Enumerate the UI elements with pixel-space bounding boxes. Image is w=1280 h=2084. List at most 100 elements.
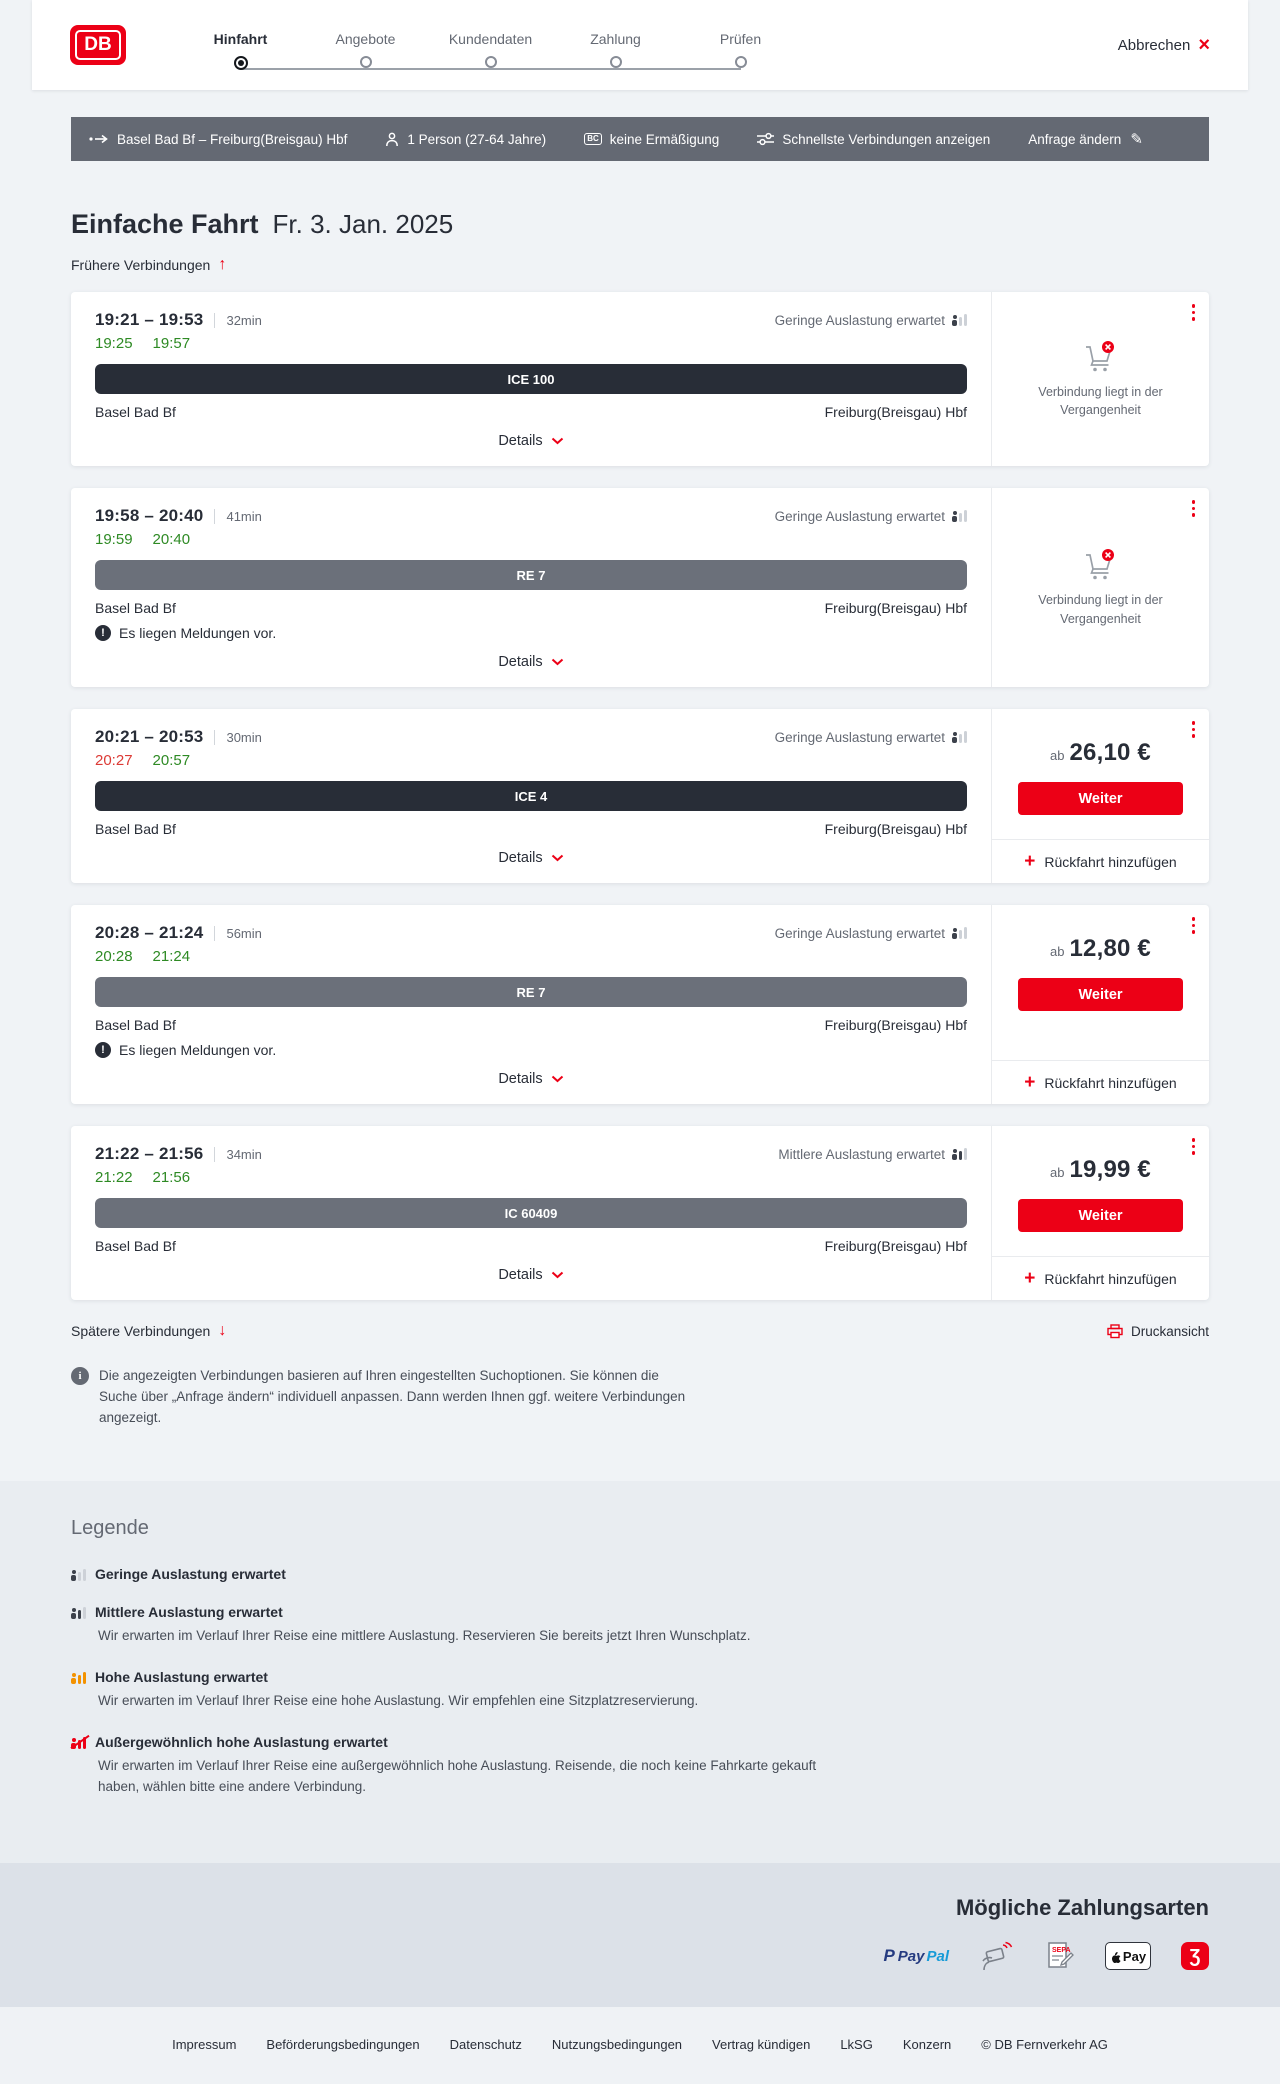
step-dot-active (233, 55, 248, 70)
change-request-button[interactable]: Anfrage ändern ✎ (1028, 131, 1143, 148)
step-dot (484, 55, 497, 68)
step-angebote: Angebote (303, 31, 428, 70)
realtime-times: 21:22 21:56 (95, 1169, 967, 1186)
realtime-arrival: 20:57 (152, 752, 191, 769)
chevron-down-icon (551, 658, 563, 666)
footer-link-impressum[interactable]: Impressum (172, 2037, 237, 2053)
realtime-arrival: 19:57 (152, 335, 191, 352)
legend-title: Legende (71, 1516, 149, 1539)
footer-link-nutzungsbedingungen[interactable]: Nutzungsbedingungen (551, 2037, 683, 2053)
occupancy-low-icon (71, 1567, 86, 1581)
search-summary-bar: Basel Bad Bf – Freiburg(Breisgau) Hbf 1 … (71, 117, 1209, 161)
departure-station: Basel Bad Bf (95, 600, 176, 616)
card-options-menu[interactable] (1190, 915, 1198, 936)
trip-type-title: Einfache Fahrt (71, 209, 259, 239)
weiter-button[interactable]: Weiter (1018, 978, 1183, 1011)
card-options-menu[interactable] (1190, 302, 1198, 323)
realtime-times: 19:25 19:57 (95, 335, 967, 352)
add-return-trip-button[interactable]: + Rückfahrt hinzufügen (992, 1060, 1209, 1104)
arrow-up-icon: ↑ (218, 256, 227, 273)
booking-progress-steps: Hinfahrt Angebote Kundendaten Zahlung Pr… (178, 21, 803, 70)
db-logo-text: DB (75, 30, 121, 60)
price-value: 19,99 € (1069, 1156, 1151, 1183)
occupancy-icon (952, 927, 967, 939)
price-panel: ab 12,80 € Weiter (992, 905, 1209, 1060)
app-header: DB Hinfahrt Angebote Kundendaten Zahlung… (32, 0, 1248, 90)
realtime-departure-delayed: 20:27 (95, 752, 133, 769)
arrival-station: Freiburg(Breisgau) Hbf (824, 404, 967, 420)
legend-item-high: Hohe Auslastung erwartet Wir erwarten im… (71, 1669, 1209, 1712)
bahnbonus-icon: Ʒ (1181, 1942, 1209, 1971)
legend-item-low: Geringe Auslastung erwartet (71, 1566, 1209, 1582)
add-return-trip-button[interactable]: + Rückfahrt hinzufügen (992, 1256, 1209, 1300)
payment-section: Mögliche Zahlungsarten P Pay Pal SEPA (0, 1863, 1280, 2008)
details-toggle[interactable]: Details (95, 1064, 967, 1096)
plus-icon: + (1024, 1268, 1036, 1289)
train-segment-bar: RE 7 (95, 977, 967, 1007)
warning-icon: ! (95, 625, 111, 641)
details-toggle[interactable]: Details (95, 1260, 967, 1292)
occupancy-icon (952, 731, 967, 743)
occupancy-indicator: Geringe Auslastung erwartet (775, 509, 967, 524)
realtime-arrival: 21:56 (152, 1169, 191, 1186)
fastest-connections-toggle[interactable]: Schnellste Verbindungen anzeigen (757, 132, 990, 147)
price-prefix: ab (1050, 748, 1065, 763)
cancel-button[interactable]: Abbrechen × (1117, 34, 1210, 56)
route-summary: Basel Bad Bf – Freiburg(Breisgau) Hbf (89, 132, 347, 147)
passenger-summary: 1 Person (27-64 Jahre) (385, 132, 546, 147)
svg-text:SEPA: SEPA (1052, 1947, 1071, 1954)
travel-date: Fr. 3. Jan. 2025 (272, 209, 454, 239)
footer: Impressum Beförderungsbedingungen Datens… (0, 2007, 1280, 2084)
price-panel: ab 26,10 € Weiter (992, 709, 1209, 839)
person-icon (386, 132, 399, 146)
details-toggle[interactable]: Details (95, 647, 967, 679)
step-kundendaten: Kundendaten (428, 31, 553, 70)
card-options-menu[interactable] (1190, 719, 1198, 740)
train-segment-bar: RE 7 (95, 560, 967, 590)
sepa-direct-debit-icon: SEPA (1048, 1942, 1074, 1969)
close-icon: × (1198, 34, 1210, 56)
realtime-departure: 21:22 (95, 1169, 133, 1186)
arrow-down-icon: ↓ (218, 1322, 227, 1339)
progress-line (240, 67, 741, 70)
plus-icon: + (1024, 1072, 1036, 1093)
departure-station: Basel Bad Bf (95, 821, 176, 837)
later-connections-link[interactable]: Spätere Verbindungen ↓ (71, 1322, 227, 1339)
step-pruefen: Prüfen (678, 31, 803, 70)
duration: 32min (226, 312, 262, 328)
add-return-trip-button[interactable]: + Rückfahrt hinzufügen (992, 839, 1209, 883)
footer-link-befoerderungsbedingungen[interactable]: Beförderungsbedingungen (266, 2037, 420, 2053)
details-toggle[interactable]: Details (95, 426, 967, 458)
realtime-departure: 19:25 (95, 335, 133, 352)
occupancy-icon (952, 314, 967, 326)
train-segment-bar: IC 60409 (95, 1198, 967, 1228)
earlier-connections-link[interactable]: Frühere Verbindungen ↑ (71, 256, 227, 273)
apple-pay-icon: Pay (1105, 1942, 1151, 1971)
step-hinfahrt: Hinfahrt (178, 31, 303, 70)
weiter-button[interactable]: Weiter (1018, 782, 1183, 815)
arrival-station: Freiburg(Breisgau) Hbf (824, 1017, 967, 1033)
realtime-times: 20:28 21:24 (95, 948, 967, 965)
card-options-menu[interactable] (1190, 1136, 1198, 1157)
details-toggle[interactable]: Details (95, 843, 967, 875)
print-view-link[interactable]: Druckansicht (1107, 1324, 1209, 1339)
time-range: 20:28 – 21:24 (95, 923, 204, 942)
price-value: 12,80 € (1069, 935, 1151, 962)
price-panel: ab 19,99 € Weiter (992, 1126, 1209, 1256)
card-options-menu[interactable] (1190, 498, 1198, 519)
footer-link-lksg[interactable]: LkSG (840, 2037, 873, 2053)
weiter-button[interactable]: Weiter (1018, 1199, 1183, 1232)
chevron-down-icon (551, 1271, 563, 1279)
messages-warning: ! Es liegen Meldungen vor. (95, 625, 967, 641)
step-dot (359, 55, 372, 68)
step-dot (609, 55, 622, 68)
cart-unavailable-icon (1085, 549, 1114, 580)
printer-icon (1107, 1323, 1123, 1338)
footer-link-konzern[interactable]: Konzern (902, 2037, 952, 2053)
footer-link-vertrag-kuendigen[interactable]: Vertrag kündigen (712, 2037, 811, 2053)
connection-card-3: 20:21 – 20:53 30min Geringe Auslastung e… (71, 709, 1209, 883)
plus-icon: + (1024, 851, 1036, 872)
step-dot (734, 55, 747, 68)
connection-card-5: 21:22 – 21:56 34min Mittlere Auslastung … (71, 1126, 1209, 1300)
footer-link-datenschutz[interactable]: Datenschutz (449, 2037, 522, 2053)
